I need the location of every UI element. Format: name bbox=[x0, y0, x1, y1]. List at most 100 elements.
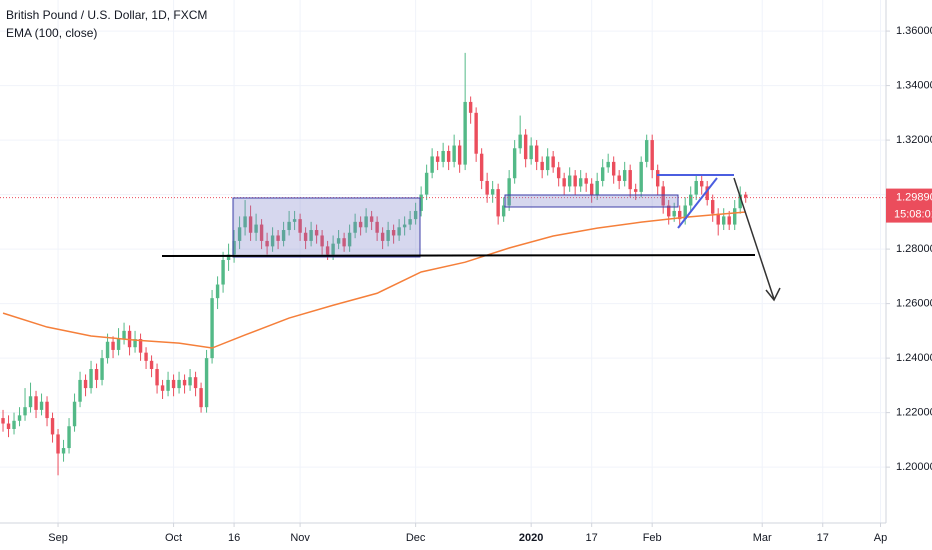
candle-body bbox=[644, 140, 649, 162]
candle-body bbox=[523, 134, 528, 160]
candle-body bbox=[342, 238, 346, 247]
candle-body bbox=[369, 216, 374, 222]
plot-area bbox=[0, 52, 886, 476]
candle-body bbox=[501, 205, 506, 217]
ema-line bbox=[2, 211, 746, 349]
range-box bbox=[232, 197, 421, 258]
candle-body bbox=[711, 200, 715, 214]
candle-body bbox=[50, 418, 55, 435]
range-box bbox=[504, 194, 679, 208]
candle-body bbox=[413, 210, 418, 220]
candle-body bbox=[72, 401, 77, 427]
candle-body bbox=[133, 339, 137, 348]
candle-body bbox=[111, 341, 115, 350]
candle-body bbox=[320, 235, 324, 247]
candle-body bbox=[650, 140, 654, 171]
candle-body bbox=[23, 407, 27, 416]
candle-body bbox=[56, 434, 60, 454]
candle-body bbox=[556, 167, 561, 179]
candle-body bbox=[138, 339, 143, 353]
candle-body bbox=[45, 401, 49, 419]
candle-body bbox=[617, 175, 621, 181]
candle-body bbox=[270, 235, 275, 247]
indicator-label: EMA (100, close) bbox=[6, 26, 97, 40]
candle-body bbox=[694, 180, 698, 195]
countdown-label: 15:08:01 bbox=[894, 208, 932, 220]
candle-body bbox=[265, 240, 269, 247]
y-tick-label: 1.34000 bbox=[896, 79, 932, 91]
candle-body bbox=[496, 189, 500, 217]
candle-body bbox=[204, 358, 209, 408]
candle-body bbox=[468, 101, 473, 113]
candle-body bbox=[325, 246, 330, 255]
x-tick-label: 17 bbox=[817, 532, 829, 544]
candle-body bbox=[441, 150, 445, 162]
grid bbox=[0, 0, 886, 523]
x-tick-label: 16 bbox=[228, 532, 240, 544]
candle-body bbox=[589, 183, 594, 195]
candle-body bbox=[727, 216, 731, 225]
candle-body bbox=[314, 230, 319, 236]
candle-body bbox=[722, 216, 726, 225]
candle-body bbox=[540, 161, 544, 171]
candle-body bbox=[507, 178, 511, 206]
candle-body bbox=[402, 224, 407, 228]
candle-body bbox=[457, 145, 462, 165]
candle-body bbox=[435, 156, 440, 162]
candle-body bbox=[17, 415, 22, 421]
candle-body bbox=[188, 377, 192, 386]
candle-body bbox=[237, 227, 242, 241]
candle-body bbox=[331, 243, 335, 255]
y-tick-label: 1.36000 bbox=[896, 25, 932, 37]
candle-body bbox=[595, 180, 599, 195]
candle-body bbox=[116, 339, 121, 350]
candle-body bbox=[215, 284, 220, 299]
arrow-head bbox=[765, 287, 781, 302]
candle-body bbox=[600, 167, 605, 181]
candle-body bbox=[298, 219, 302, 233]
x-tick-label: 2020 bbox=[519, 532, 543, 544]
candle-body bbox=[683, 205, 687, 220]
candle-body bbox=[677, 210, 682, 220]
x-tick-label: Nov bbox=[290, 532, 310, 544]
candle-body bbox=[67, 426, 71, 449]
candle-body bbox=[622, 170, 627, 181]
x-tick-label: Feb bbox=[643, 532, 662, 544]
candle-body bbox=[512, 148, 517, 179]
candle-body bbox=[672, 210, 676, 217]
candle-body bbox=[287, 221, 291, 231]
candle-body bbox=[105, 341, 110, 359]
candle-body bbox=[182, 379, 187, 386]
candle-body bbox=[534, 145, 539, 162]
candle-body bbox=[83, 379, 88, 389]
candle-body bbox=[452, 145, 456, 162]
support-line bbox=[161, 254, 756, 257]
x-tick-label: Sep bbox=[48, 532, 68, 544]
candle-body bbox=[303, 232, 308, 241]
arrow bbox=[733, 177, 775, 300]
y-tick-label: 1.32000 bbox=[896, 134, 932, 146]
candle-body bbox=[61, 448, 66, 454]
candle-body bbox=[100, 358, 104, 380]
candle-body bbox=[364, 216, 368, 228]
candle-body bbox=[259, 224, 264, 241]
candle-body bbox=[699, 180, 704, 187]
candle-body bbox=[292, 219, 297, 222]
candle-body bbox=[353, 221, 357, 233]
candle-body bbox=[419, 194, 423, 211]
trend-line bbox=[677, 177, 718, 229]
candle-body bbox=[386, 230, 390, 241]
candle-body bbox=[655, 170, 660, 187]
candle-body bbox=[358, 221, 363, 228]
chart-title: British Pound / U.S. Dollar, 1D, FXCM bbox=[6, 8, 207, 22]
candle-body bbox=[248, 216, 253, 233]
candle-body bbox=[666, 205, 671, 217]
last-price-label: 1.29890 bbox=[896, 191, 932, 203]
candle-body bbox=[424, 172, 429, 195]
candle-body bbox=[375, 221, 379, 233]
x-tick-label: Dec bbox=[406, 532, 426, 544]
candle-body bbox=[408, 219, 412, 225]
y-tick-label: 1.20000 bbox=[896, 461, 932, 473]
